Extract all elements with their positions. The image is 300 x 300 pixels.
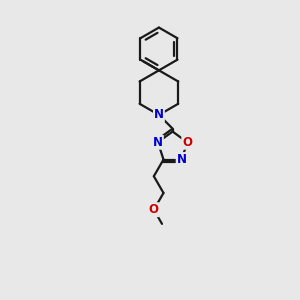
Text: N: N	[154, 108, 164, 122]
Text: O: O	[182, 136, 192, 149]
Text: N: N	[177, 153, 187, 166]
Text: O: O	[149, 203, 159, 216]
Text: N: N	[153, 136, 163, 149]
